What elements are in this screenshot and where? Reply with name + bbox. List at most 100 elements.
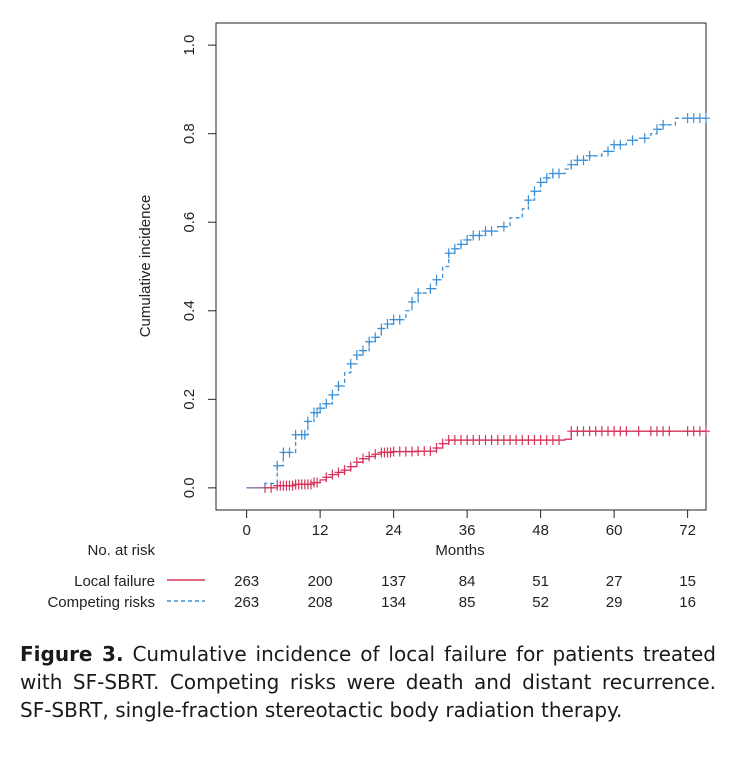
risk-count: 263 <box>234 573 259 590</box>
censor-mark <box>555 168 563 179</box>
censor-mark <box>346 358 355 369</box>
y-tick-label: 0.0 <box>181 477 198 498</box>
censor-mark <box>426 283 435 294</box>
series-layer <box>246 113 710 493</box>
censor-mark <box>377 323 386 334</box>
figure-caption-text: Cumulative incidence of local failure fo… <box>20 642 716 722</box>
x-tick-label: 60 <box>606 522 623 539</box>
y-tick-label: 0.6 <box>181 212 198 233</box>
censor-mark <box>359 453 367 464</box>
figure-caption: Figure 3. Cumulative incidence of local … <box>20 640 716 724</box>
censor-mark <box>313 477 322 488</box>
censor-mark <box>536 177 545 188</box>
censor-mark <box>328 469 337 480</box>
risk-count: 208 <box>308 594 333 611</box>
censor-mark <box>438 438 447 449</box>
risk-count: 134 <box>381 594 406 611</box>
censor-mark <box>334 381 343 392</box>
censor-mark <box>567 159 576 170</box>
plot-frame <box>215 22 707 511</box>
censor-mark <box>702 113 710 124</box>
censor-mark <box>352 350 361 361</box>
censor-mark <box>604 146 612 157</box>
censor-mark <box>346 461 355 472</box>
risk-count: 51 <box>532 573 549 590</box>
censor-mark <box>659 119 668 130</box>
censor-mark <box>702 426 710 437</box>
censor-mark <box>634 426 643 437</box>
censor-mark <box>340 465 349 476</box>
censor-mark <box>267 482 276 493</box>
y-tick-label: 0.4 <box>181 300 198 321</box>
risk-count: 200 <box>308 573 333 590</box>
censor-mark <box>273 460 282 471</box>
censor-mark <box>616 139 625 150</box>
competing-risks-curve <box>246 117 706 489</box>
y-tick-label: 1.0 <box>181 35 198 56</box>
risk-count: 84 <box>459 573 476 590</box>
x-tick-label: 12 <box>312 522 329 539</box>
risk-table-header: No. at risk <box>87 542 155 559</box>
censor-mark <box>524 195 533 206</box>
censor-mark <box>450 243 459 254</box>
risk-row-competing-risks-label: Competing risks <box>47 594 155 611</box>
x-axis-title: Months <box>435 542 484 559</box>
risk-counts: 263 200 137 84 51 27 15 263 208 134 85 52 29 16 <box>234 573 696 611</box>
censor-mark <box>328 389 337 400</box>
censor-mark <box>457 239 465 250</box>
x-axis: 0 12 24 36 48 60 72 <box>242 510 696 539</box>
figure-label: Figure 3. <box>20 642 124 666</box>
censor-mark <box>322 398 331 409</box>
censor-mark <box>499 221 508 232</box>
censor-mark <box>444 248 453 259</box>
risk-count: 29 <box>606 594 623 611</box>
censor-mark <box>475 230 484 241</box>
censor-mark <box>530 186 539 197</box>
risk-count: 85 <box>459 594 476 611</box>
censor-mark <box>487 226 496 237</box>
y-axis: 0.0 0.2 0.4 0.6 0.8 1.0 <box>181 35 216 498</box>
censor-mark <box>365 336 374 347</box>
censor-mark <box>628 135 637 146</box>
x-tick-label: 24 <box>385 522 402 539</box>
censor-mark <box>408 296 416 307</box>
censor-mark <box>352 457 361 468</box>
censor-mark <box>359 345 367 356</box>
censor-mark <box>653 124 661 135</box>
censor-mark <box>316 403 325 414</box>
censor-mark <box>463 234 472 245</box>
censor-mark <box>640 133 649 144</box>
y-axis-title: Cumulative incidence <box>137 195 154 338</box>
x-tick-label: 72 <box>679 522 696 539</box>
censor-mark <box>285 447 294 458</box>
censor-mark <box>414 288 423 299</box>
censor-mark <box>622 426 631 437</box>
risk-count: 16 <box>679 594 696 611</box>
risk-count: 52 <box>532 594 549 611</box>
censor-mark <box>432 443 441 454</box>
x-tick-label: 0 <box>242 522 250 539</box>
risk-count: 27 <box>606 573 623 590</box>
y-tick-label: 0.2 <box>181 389 198 410</box>
censor-mark <box>426 446 435 457</box>
x-tick-label: 36 <box>459 522 476 539</box>
censor-mark <box>322 472 331 483</box>
censor-mark <box>365 451 374 462</box>
censor-mark <box>383 319 392 330</box>
censor-mark <box>585 150 594 161</box>
y-tick-label: 0.8 <box>181 123 198 144</box>
censor-mark <box>303 416 312 427</box>
x-tick-label: 48 <box>532 522 549 539</box>
risk-row-local-failure-label: Local failure <box>74 573 155 590</box>
censor-mark <box>555 435 563 446</box>
censor-mark <box>432 274 441 285</box>
censor-mark <box>371 332 380 343</box>
censor-mark <box>395 314 404 325</box>
risk-count: 263 <box>234 594 259 611</box>
risk-count: 15 <box>679 573 696 590</box>
cumulative-incidence-chart: 0.0 0.2 0.4 0.6 0.8 1.0 0 12 24 36 48 60 72 Cumulat… <box>47 22 710 611</box>
censor-mark <box>300 429 309 440</box>
censor-mark <box>371 449 380 460</box>
censor-mark <box>665 426 674 437</box>
censor-mark <box>542 172 551 183</box>
